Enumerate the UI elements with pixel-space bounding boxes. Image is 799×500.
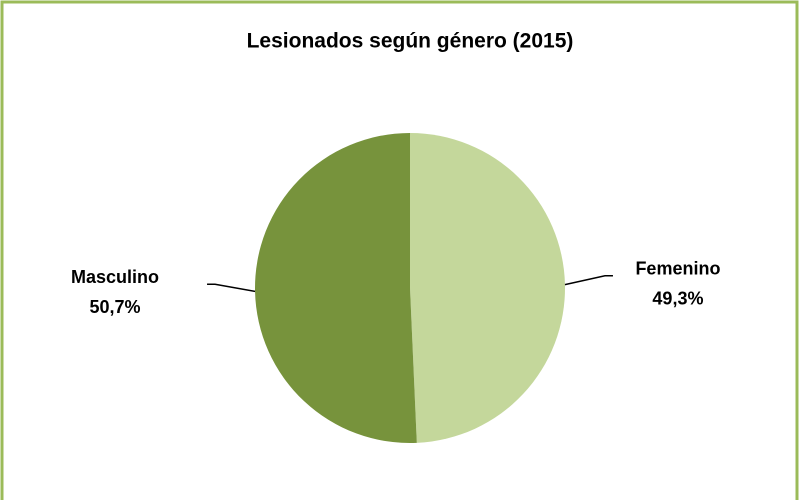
leader-line	[564, 274, 613, 286]
pie-slice	[410, 133, 565, 443]
value-label: 49,3%	[652, 288, 703, 308]
chart-title: Lesionados según género (2015)	[247, 30, 574, 53]
leader-line	[207, 283, 256, 293]
value-label: 50,7%	[90, 297, 141, 317]
category-label: Femenino	[635, 258, 720, 278]
category-label: Masculino	[71, 267, 159, 287]
pie-slice	[254, 133, 417, 443]
